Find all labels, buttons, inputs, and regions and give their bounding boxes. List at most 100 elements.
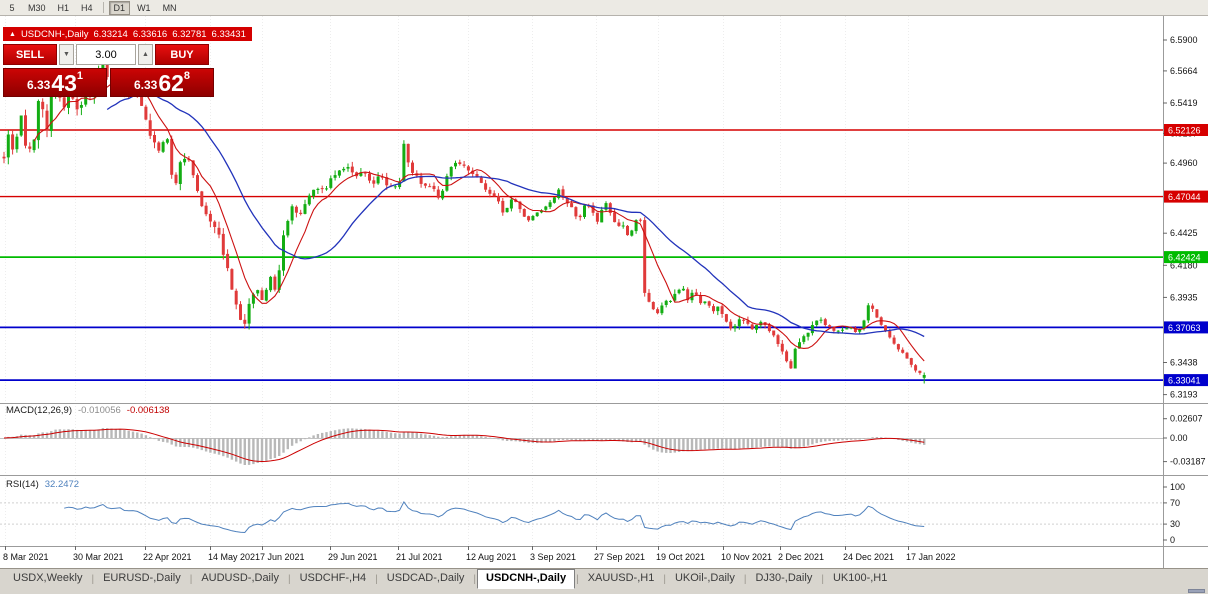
tab-separator: | — [189, 573, 193, 585]
tab-separator: | — [473, 573, 477, 585]
sell-price-pipette: 1 — [76, 70, 84, 82]
svg-text:6.5419: 6.5419 — [1170, 98, 1198, 108]
timeframe-button-h4[interactable]: H4 — [81, 2, 93, 13]
sell-price-prefix: 6.33 — [26, 78, 51, 92]
time-axis[interactable] — [0, 546, 1163, 566]
svg-text:10 Nov 2021: 10 Nov 2021 — [721, 552, 772, 562]
timeframe-toolbar: 5 M30 H1 H4 D1 W1 MN — [0, 0, 1208, 16]
macd-name: MACD(12,26,9) — [6, 405, 72, 416]
macd-indicator-label: MACD(12,26,9) -0.010056 -0.006138 — [6, 405, 170, 416]
svg-text:6.3438: 6.3438 — [1170, 358, 1198, 368]
svg-text:70: 70 — [1170, 498, 1180, 508]
tab-separator: | — [663, 573, 666, 585]
tab-separator: | — [743, 573, 747, 585]
svg-text:7 Jun 2021: 7 Jun 2021 — [260, 552, 305, 562]
svg-text:6.3935: 6.3935 — [1170, 292, 1198, 302]
tab-separator: | — [375, 573, 378, 585]
rsi-value: 32.2472 — [44, 479, 80, 490]
svg-text:-0.03187: -0.03187 — [1170, 457, 1206, 467]
timeframe-button-h1[interactable]: H1 — [57, 2, 70, 13]
tab-separator: | — [821, 573, 824, 585]
symbol-label: USDCNH-,Daily — [20, 28, 89, 40]
tab-usdcad-daily[interactable]: USDCAD-,Daily — [386, 572, 465, 584]
buy-price-big: 62 — [158, 70, 184, 96]
symbol-quote-bar: ▲ USDCNH-,Daily 6.33214 6.33616 6.32781 … — [3, 27, 252, 41]
timeframe-button-w1[interactable]: W1 — [137, 2, 151, 13]
svg-text:30 Mar 2021: 30 Mar 2021 — [73, 552, 124, 562]
quote-low: 6.32781 — [172, 28, 207, 40]
volume-increase-button[interactable]: ▲ — [138, 44, 153, 65]
svg-text:6.4960: 6.4960 — [1170, 158, 1198, 168]
svg-text:0: 0 — [1170, 535, 1175, 545]
tab-usdcnh-daily[interactable]: USDCNH-,Daily — [477, 569, 576, 589]
svg-text:12 Aug 2021: 12 Aug 2021 — [466, 552, 517, 562]
quote-high: 6.33616 — [132, 28, 168, 40]
svg-text:24 Dec 2021: 24 Dec 2021 — [843, 552, 894, 562]
chevron-up-icon: ▲ — [142, 51, 149, 58]
tab-separator: | — [576, 573, 579, 585]
svg-text:6.5664: 6.5664 — [1170, 66, 1198, 76]
svg-text:2 Dec 2021: 2 Dec 2021 — [778, 552, 824, 562]
svg-text:6.4425: 6.4425 — [1170, 228, 1198, 238]
timeframe-button-5[interactable]: 5 — [9, 2, 15, 13]
timeframe-button-d1[interactable]: D1 — [108, 0, 131, 15]
quote-close: 6.33431 — [211, 28, 246, 40]
macd-value-main: -0.010056 — [78, 405, 121, 416]
tab-usdx-weekly[interactable]: USDX,Weekly — [13, 572, 83, 584]
buy-button[interactable]: BUY — [155, 44, 209, 65]
bottom-scroll-strip — [0, 589, 1208, 594]
svg-text:21 Jul 2021: 21 Jul 2021 — [396, 552, 443, 562]
timeframe-button-mn[interactable]: MN — [162, 2, 177, 13]
collapse-arrow-icon[interactable]: ▲ — [9, 30, 16, 38]
chevron-down-icon: ▼ — [63, 51, 70, 58]
tab-separator: | — [91, 573, 95, 585]
volume-input[interactable]: 3.00 — [76, 44, 136, 65]
horizontal-scrollbar[interactable] — [1188, 589, 1205, 593]
sell-price-big: 43 — [51, 70, 77, 96]
svg-text:6.33041: 6.33041 — [1168, 376, 1201, 386]
tab-dj30-daily[interactable]: DJ30-,Daily — [755, 572, 813, 584]
volume-decrease-button[interactable]: ▼ — [59, 44, 74, 65]
tab-uk100-h1[interactable]: UK100-,H1 — [832, 572, 888, 584]
svg-text:6.52126: 6.52126 — [1168, 126, 1201, 136]
buy-price-pipette: 8 — [183, 70, 191, 82]
one-click-trade-panel: SELL ▼ 3.00 ▲ BUY — [3, 44, 209, 65]
svg-text:6.3193: 6.3193 — [1170, 390, 1198, 400]
tab-eurusd-daily[interactable]: EURUSD-,Daily — [103, 572, 181, 584]
tab-audusd-daily[interactable]: AUDUSD-,Daily — [201, 572, 279, 584]
svg-text:29 Jun 2021: 29 Jun 2021 — [328, 552, 378, 562]
svg-text:6.47044: 6.47044 — [1168, 192, 1201, 202]
tab-separator: | — [287, 573, 291, 585]
macd-value-signal: -0.006138 — [126, 405, 170, 416]
buy-price-display[interactable]: 6.33 62 8 — [110, 68, 214, 97]
timeframe-button-m30[interactable]: M30 — [28, 2, 46, 13]
svg-text:6.4180: 6.4180 — [1170, 260, 1198, 270]
svg-text:0.00: 0.00 — [1170, 433, 1188, 443]
sell-button[interactable]: SELL — [3, 44, 57, 65]
candlestick-chart: 6.59006.56646.54196.51876.49606.44256.41… — [0, 16, 1208, 568]
svg-text:17 Jan 2022: 17 Jan 2022 — [906, 552, 956, 562]
svg-text:30: 30 — [1170, 519, 1180, 529]
sell-price-display[interactable]: 6.33 43 1 — [3, 68, 107, 97]
toolbar-separator — [102, 2, 104, 13]
tab-xauusd-h1[interactable]: XAUUSD-,H1 — [587, 572, 655, 584]
price-axis[interactable] — [1164, 16, 1208, 546]
svg-text:100: 100 — [1170, 482, 1185, 492]
svg-text:6.5900: 6.5900 — [1170, 35, 1198, 45]
svg-text:22 Apr 2021: 22 Apr 2021 — [143, 552, 192, 562]
svg-text:3 Sep 2021: 3 Sep 2021 — [530, 552, 576, 562]
price-tiles: 6.33 43 1 6.33 62 8 — [3, 68, 214, 97]
symbol-tab-bar: USDX,Weekly | EURUSD-,Daily | AUDUSD-,Daily |… — [0, 568, 1208, 589]
svg-text:6.42424: 6.42424 — [1168, 253, 1201, 263]
buy-price-prefix: 6.33 — [133, 78, 158, 92]
svg-text:8 Mar 2021: 8 Mar 2021 — [3, 552, 49, 562]
svg-text:14 May 2021: 14 May 2021 — [208, 552, 260, 562]
tab-usdchf-h4[interactable]: USDCHF-,H4 — [299, 572, 367, 584]
svg-text:19 Oct 2021: 19 Oct 2021 — [656, 552, 705, 562]
svg-text:0.02607: 0.02607 — [1170, 414, 1203, 424]
chart-canvas[interactable]: 6.59006.56646.54196.51876.49606.44256.41… — [0, 16, 1208, 568]
tab-ukoil-daily[interactable]: UKOil-,Daily — [674, 572, 735, 584]
svg-text:6.37063: 6.37063 — [1168, 323, 1201, 333]
rsi-indicator-label: RSI(14) 32.2472 — [6, 479, 79, 490]
